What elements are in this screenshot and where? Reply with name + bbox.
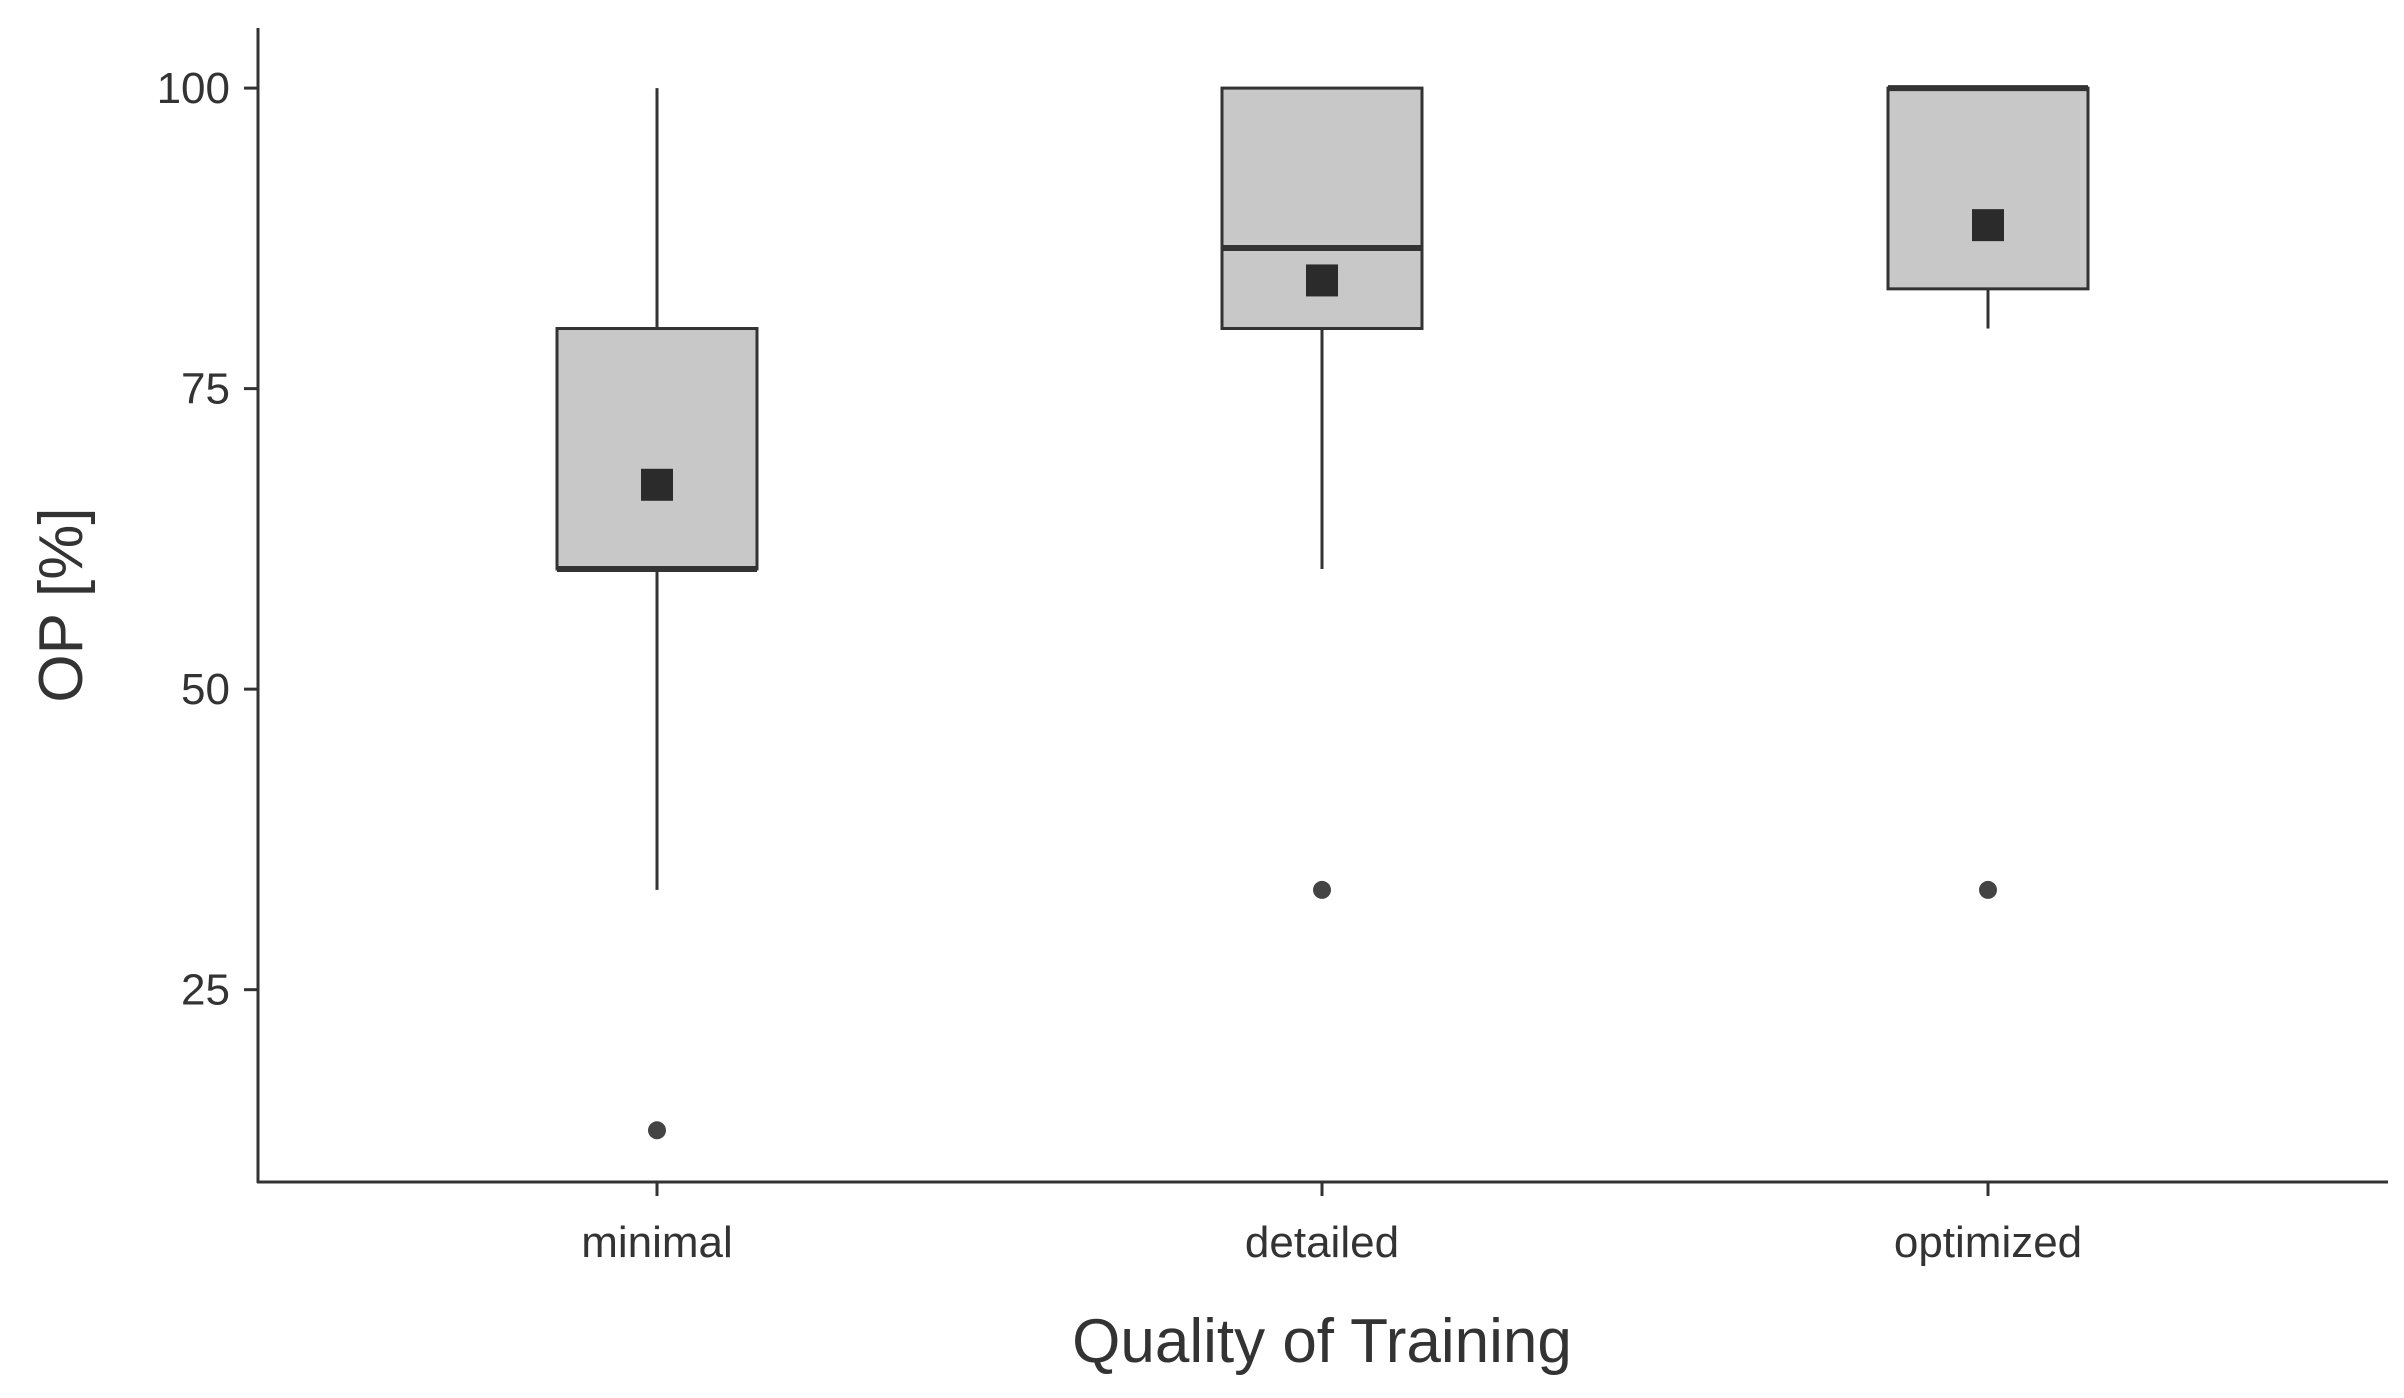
outlier-point [648,1121,666,1140]
plot-marks [555,85,2090,1140]
x-tick-label: optimized [1894,1218,2082,1267]
y-tick-label: 100 [157,64,230,113]
box-iqr [555,327,759,571]
y-tick-label: 50 [181,665,230,714]
x-axis-title: Quality of Training [1072,1307,1572,1376]
axes: 25 50 75 100 minimal detailed optimized [157,28,2388,1267]
x-tick-label: minimal [581,1218,733,1267]
outlier-point [1979,880,1997,899]
outlier-point [1313,880,1331,899]
y-tick-label: 25 [181,966,230,1015]
x-tick-label: detailed [1245,1218,1399,1267]
box-iqr [1886,86,2090,291]
mean-marker [1306,264,1338,297]
y-tick-label: 75 [181,365,230,414]
mean-marker [641,468,673,501]
y-axis-title: OP [%] [27,507,96,702]
mean-marker [1972,209,2004,242]
